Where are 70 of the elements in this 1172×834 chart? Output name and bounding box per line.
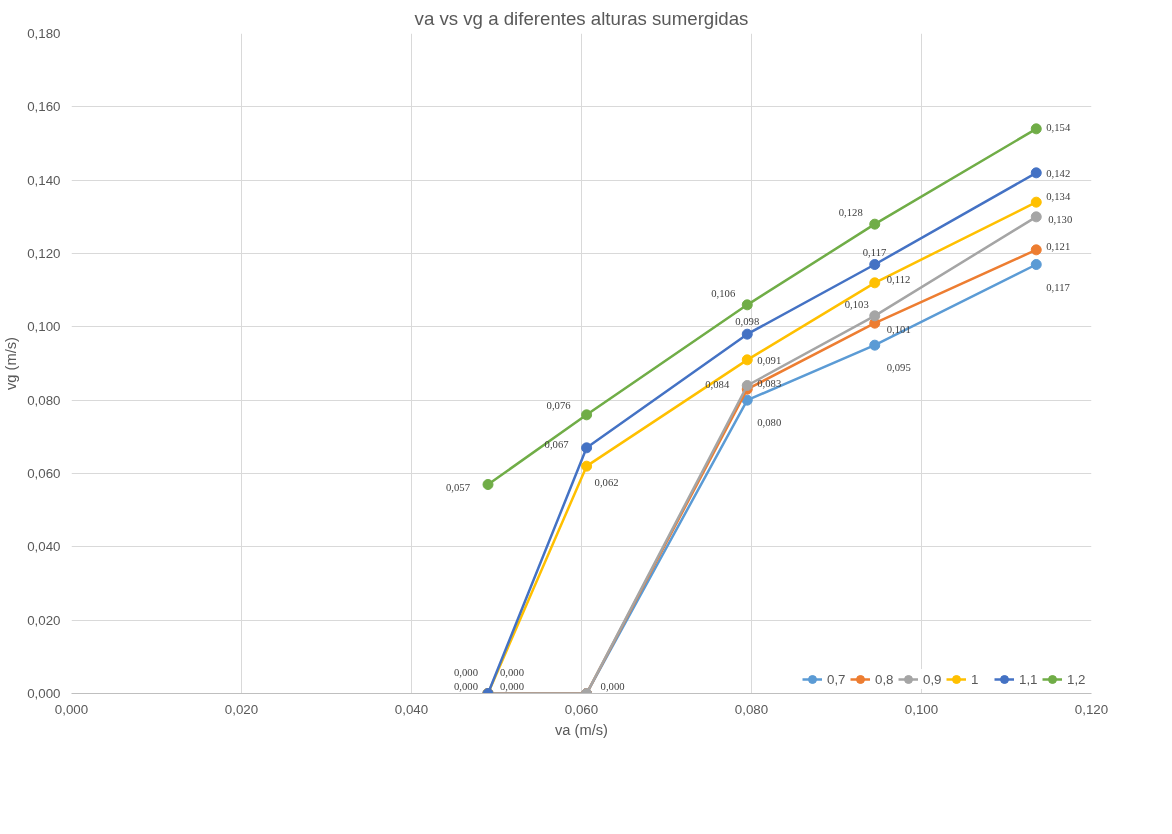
point [1030,196,1042,208]
point [869,339,881,351]
data-label: 0,142 [1046,167,1071,179]
y-tick-label: 0,000 [27,686,61,701]
point [869,218,881,230]
legend-label: 0,7 [827,671,847,687]
data-label: 0,130 [1048,213,1073,225]
y-tick-label: 0,100 [27,319,61,335]
x-tick-label: 0,000 [54,701,89,717]
data-label: 0,080 [757,417,782,429]
point [581,442,593,454]
point [482,479,494,490]
data-label: 0,076 [546,399,572,411]
y-tick-label: 0,120 [27,246,61,261]
data-label: 0,128 [838,207,863,219]
point [1030,244,1042,256]
data-label: 0,103 [844,298,869,310]
y-tick-label: 0,020 [27,612,61,628]
data-label: 0,091 [757,354,782,366]
data-label: 0,000 [454,680,478,692]
y-tick-label: 0,180 [27,26,61,41]
point [741,354,753,366]
x-tick-label: 0,120 [1074,701,1109,717]
data-label: 0,106 [711,287,736,299]
x-tick-label: 0,060 [564,701,599,717]
point [741,299,753,311]
y-tick-label: 0,140 [27,172,61,188]
x-axis-title: va (m/s) [555,721,608,738]
point [741,328,753,340]
point [741,380,753,391]
data-label: 0,000 [600,680,625,692]
point [1030,211,1042,223]
legend-label: 1,2 [1067,671,1087,687]
point [1030,259,1042,270]
data-label: 0,154 [1046,121,1071,133]
data-label: 0,117 [862,246,887,258]
point [869,259,881,270]
data-label: 0,000 [454,666,478,678]
x-tick-label: 0,040 [394,701,429,717]
point [581,460,593,472]
x-tick-label: 0,100 [904,701,939,717]
y-tick-label: 0,040 [27,539,61,555]
point [869,277,881,289]
chart-title: va vs vg a diferentes alturas sumergidas [414,7,749,29]
x-tick-label: 0,020 [224,701,259,717]
legend-label: 0,8 [875,671,895,687]
data-label: 0,117 [1046,281,1071,293]
y-axis-title: vg (m/s) [3,337,20,390]
x-tick-label: 0,080 [734,701,769,717]
data-label: 0,000 [500,680,524,692]
data-label: 0,095 [886,362,911,374]
point [869,310,881,322]
data-label: 0,062 [594,477,619,489]
data-label: 0,067 [544,438,570,450]
point [1030,123,1042,135]
point [741,394,753,406]
y-tick-label: 0,080 [27,392,61,408]
point [1030,167,1042,179]
data-label: 0,098 [735,316,760,328]
y-tick-label: 0,060 [27,466,61,481]
data-label: 0,112 [886,273,911,285]
legend-label: 1,1 [1019,671,1039,687]
point [581,409,593,421]
data-label: 0,057 [446,481,471,493]
data-label: 0,121 [1046,240,1071,252]
y-tick-label: 0,160 [27,99,61,115]
data-label: 0,000 [500,666,524,678]
legend-label: 0,9 [923,671,943,687]
data-label: 0,134 [1046,191,1071,203]
legend-label: 1 [971,671,980,687]
